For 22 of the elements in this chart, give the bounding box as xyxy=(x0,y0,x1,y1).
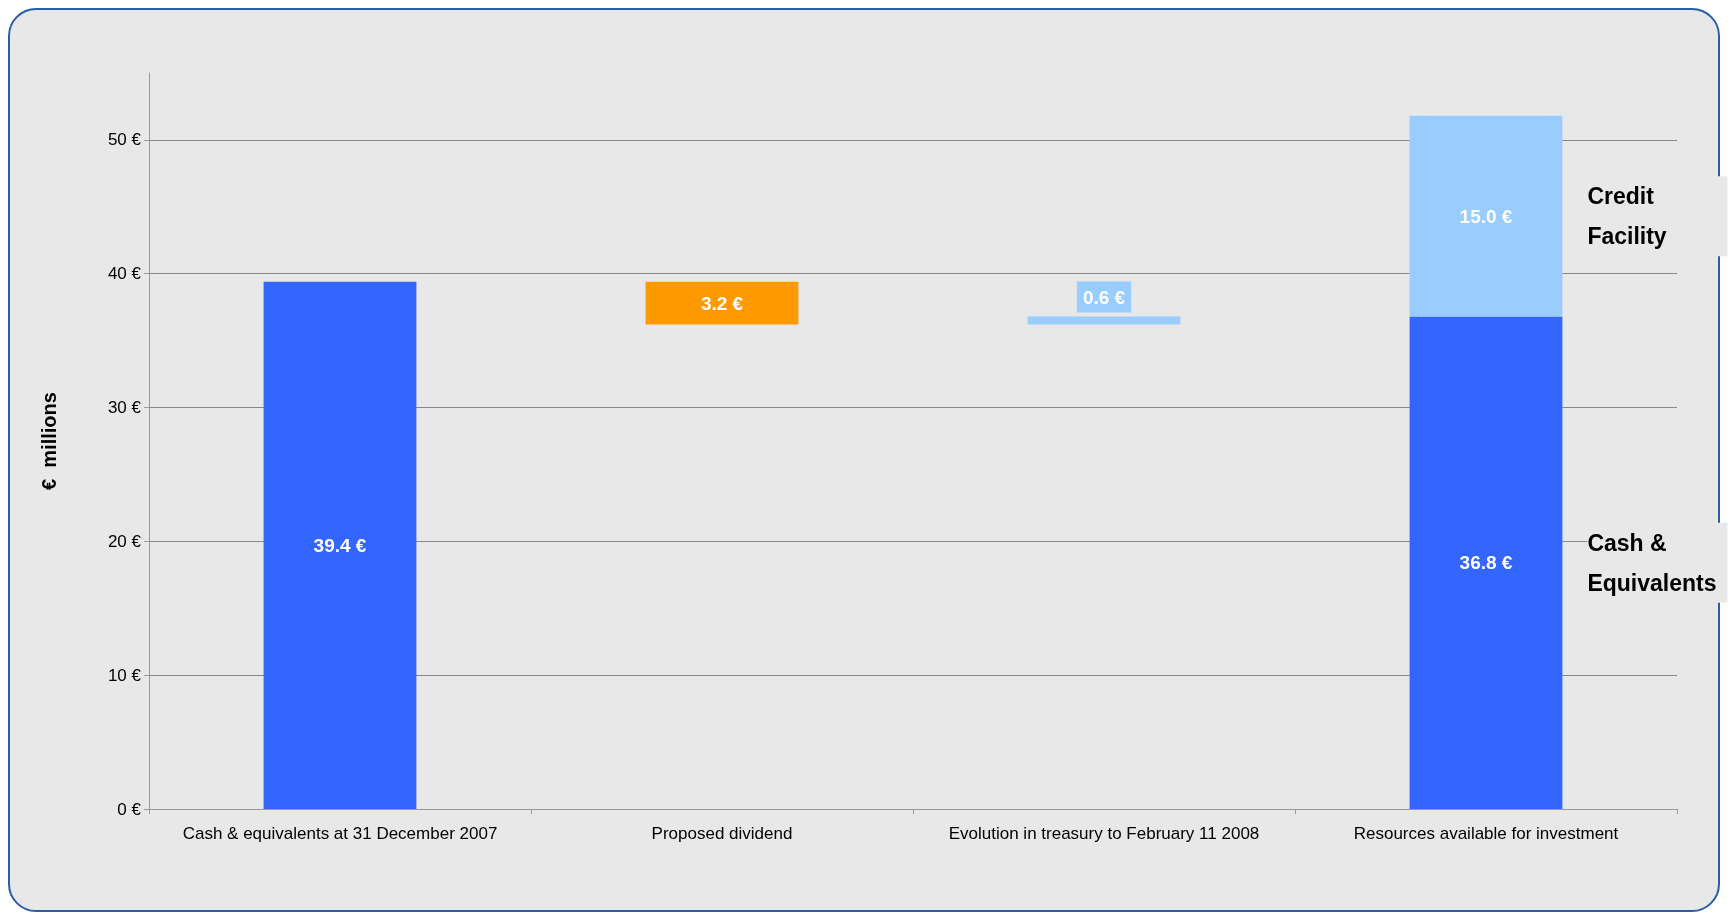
bar xyxy=(1409,115,1563,317)
bar xyxy=(263,281,417,809)
data-label: 39.4 € xyxy=(313,534,367,556)
y-tick-label: 20 € xyxy=(107,531,142,551)
bar xyxy=(1027,316,1181,325)
series-label: Credit Facility xyxy=(1587,183,1667,250)
bar xyxy=(1409,316,1563,809)
y-axis-title: € millions xyxy=(38,392,60,490)
data-label: 0.6 € xyxy=(1082,286,1126,308)
y-tick-label: 10 € xyxy=(107,665,142,685)
x-tick-label: Cash & equivalents at 31 December 2007 xyxy=(182,824,498,843)
data-label: 15.0 € xyxy=(1459,205,1513,227)
x-tick-label: Proposed dividend xyxy=(651,824,793,843)
y-tick-label: 50 € xyxy=(107,130,142,150)
x-tick-label: Evolution in treasury to February 11 2008 xyxy=(948,824,1260,843)
data-label: 36.8 € xyxy=(1459,552,1513,574)
y-tick-label: 40 € xyxy=(107,264,142,284)
series-label: Cash & Equivalents xyxy=(1587,529,1717,596)
y-tick-label: 0 € xyxy=(117,799,142,819)
x-tick-label: Resources available for investment xyxy=(1353,824,1619,843)
data-label: 3.2 € xyxy=(700,292,744,314)
y-tick-label: 30 € xyxy=(107,398,142,418)
